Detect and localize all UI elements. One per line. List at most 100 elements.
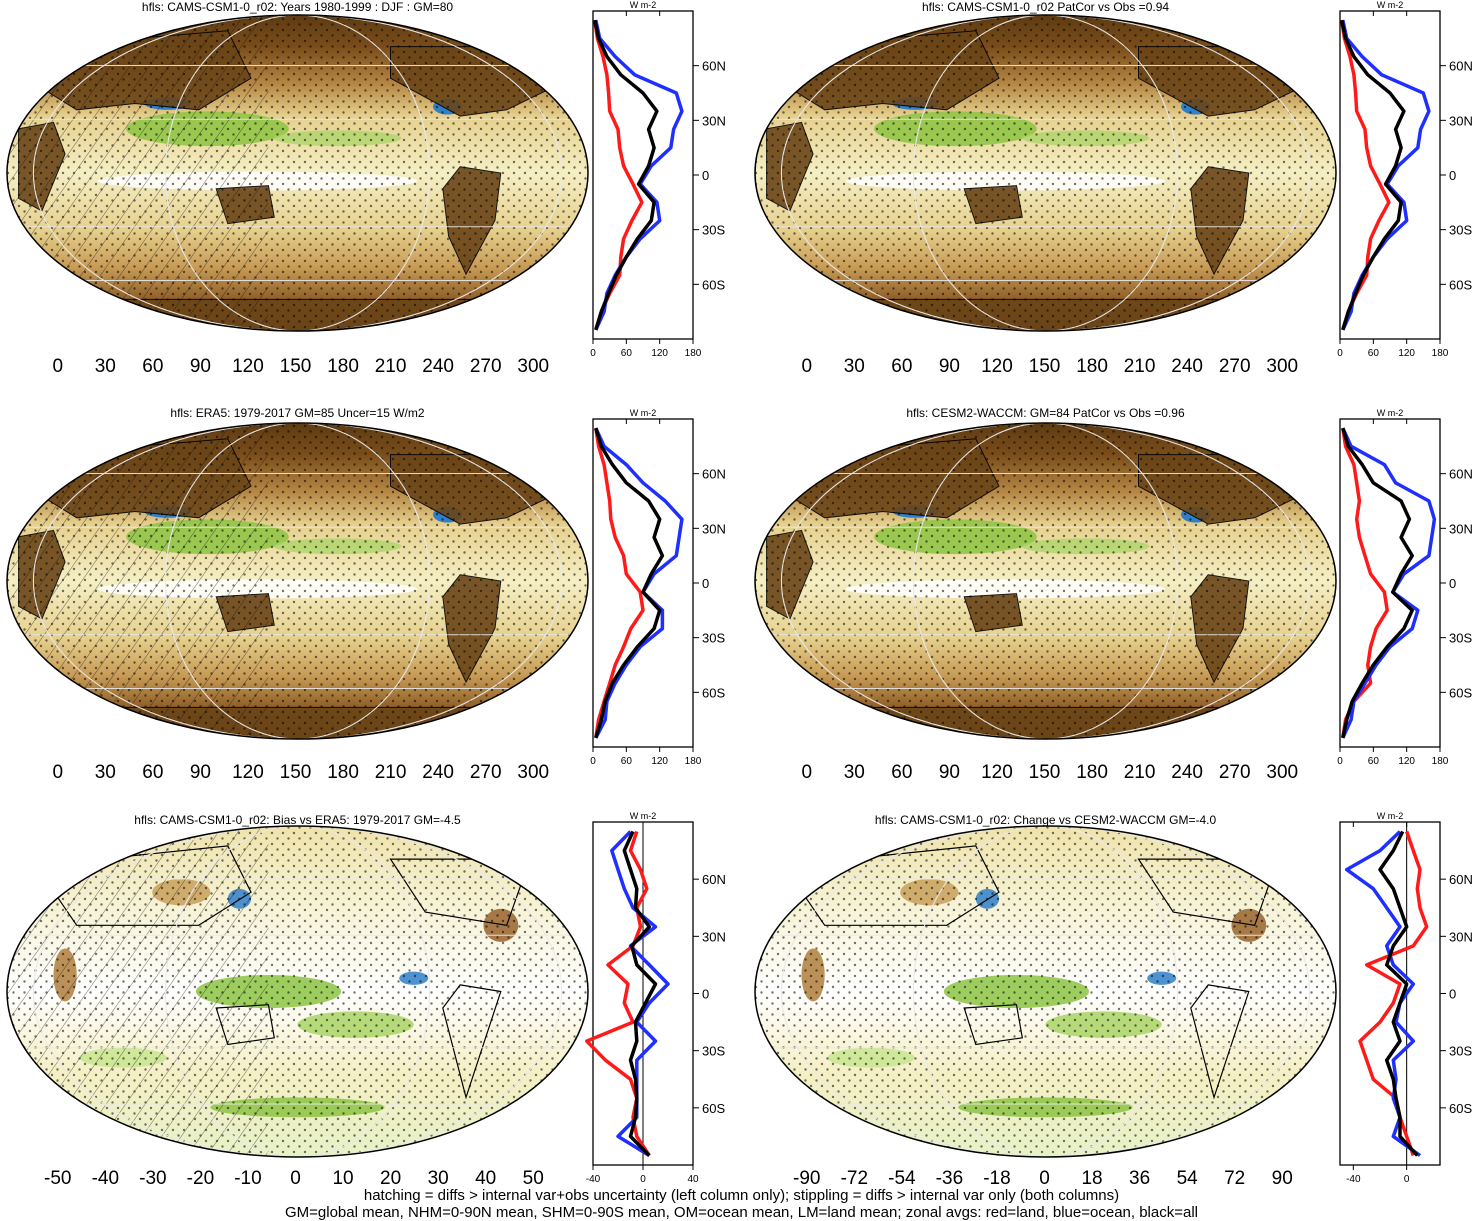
map-panel [755, 423, 1336, 739]
colorbar-tick-label: 240 [1171, 762, 1203, 783]
profile-lat-tick-label: 30S [702, 1044, 725, 1059]
graticule-meridian [780, 423, 1311, 739]
colorbar-tick-label: 120 [981, 356, 1013, 377]
profile-lat-tick-label: 30S [1449, 223, 1472, 238]
colorbar-tick-label: 270 [1219, 356, 1251, 377]
stippling [755, 826, 1336, 1157]
profile-x-tick-label: 120 [1398, 756, 1415, 767]
map-outline [754, 422, 1337, 740]
profile-line-all [592, 19, 659, 331]
colorbar-tick-label: 90 [1272, 1168, 1293, 1189]
colorbar-tick-label: -72 [841, 1168, 868, 1189]
graticule-meridian [912, 826, 1179, 1157]
colorbar-tick-label: 50 [523, 1168, 544, 1189]
map-panel [755, 15, 1336, 331]
profile-x-tick-label: 0 [1337, 756, 1343, 767]
graticule-meridian [780, 15, 1311, 331]
colorbar-tick-label: 270 [1219, 762, 1251, 783]
profile-units: W m-2 [630, 811, 657, 821]
profile-x-tick-label: 0 [640, 1174, 646, 1185]
profile-x-tick-label: 60 [1368, 756, 1380, 767]
graticule-meridian [912, 15, 1179, 331]
profile-x-tick-label: 120 [1398, 348, 1415, 359]
colorbar-tick-label: -50 [44, 1168, 71, 1189]
colorbar-tick-label: 60 [891, 762, 912, 783]
profile-lat-tick-label: 0 [702, 576, 709, 591]
profile-frame [1339, 821, 1441, 1166]
colorbar-tick-label: -90 [793, 1168, 820, 1189]
profile-x-tick-label: 0 [590, 756, 596, 767]
profile-lat-tick-label: 30S [702, 631, 725, 646]
profile-units: W m-2 [630, 0, 657, 10]
profile-lat-tick-label: 30S [1449, 631, 1472, 646]
colorbar-tick-label: 210 [375, 356, 407, 377]
colorbar-tick-label: 30 [95, 356, 116, 377]
profile-lat-tick-label: 60S [1449, 277, 1472, 292]
colorbar-tick-label: 72 [1224, 1168, 1245, 1189]
colorbar-tick-label: 20 [380, 1168, 401, 1189]
profile-x-tick-label: 60 [1368, 348, 1380, 359]
colorbar-tick-label: 60 [891, 356, 912, 377]
profile-lat-tick-label: 0 [702, 987, 709, 1002]
profile-lat-tick-label: 30N [702, 113, 726, 128]
colorbar-tick-label: -30 [139, 1168, 166, 1189]
profile-line-all [1339, 19, 1406, 331]
profile-lat-tick-label: 30S [702, 223, 725, 238]
colorbar-tick-label: 120 [232, 356, 264, 377]
colorbar-tick-label: 90 [939, 762, 960, 783]
profile-lat-tick-label: 60N [702, 872, 726, 887]
graticule-meridian [912, 423, 1179, 739]
panel-title: hfls: CAMS-CSM1-0_r02: Change vs CESM2-W… [875, 813, 1217, 827]
panel-title: hfls: CAMS-CSM1-0_r02: Bias vs ERA5: 197… [134, 813, 461, 827]
colorbar-tick-label: 300 [1266, 356, 1298, 377]
profile-lat-tick-label: 60S [702, 277, 725, 292]
profile-line-all [1341, 427, 1414, 739]
hatching [7, 423, 269, 739]
colorbar-tick-label: -36 [936, 1168, 963, 1189]
profile-units: W m-2 [1377, 811, 1404, 821]
colorbar-tick-label: 300 [517, 356, 549, 377]
colorbar-tick-label: -18 [983, 1168, 1010, 1189]
profile-lat-tick-label: 30N [702, 521, 726, 536]
profile-x-tick-label: 0 [1404, 1174, 1410, 1185]
profile-x-tick-label: 60 [621, 756, 633, 767]
profile-lat-tick-label: 0 [1449, 576, 1456, 591]
profile-line-all [622, 830, 658, 1157]
map-panel [7, 15, 588, 331]
profile-x-tick-label: 0 [1337, 348, 1343, 359]
graticule-meridian [32, 15, 563, 331]
footer-line-1: hatching = diffs > internal var+obs unce… [363, 1187, 1120, 1204]
colorbar-tick-label: 210 [375, 762, 407, 783]
colorbar-tick-label: 0 [52, 356, 63, 377]
colorbar-tick-label: 40 [475, 1168, 496, 1189]
map-panel [7, 826, 588, 1157]
profile-lat-tick-label: 60N [702, 59, 726, 74]
colorbar-tick-label: 30 [428, 1168, 449, 1189]
profile-units: W m-2 [1377, 0, 1404, 10]
colorbar-tick-label: 210 [1124, 356, 1156, 377]
colorbar-tick-label: 240 [1171, 356, 1203, 377]
profile-lat-tick-label: 30N [1449, 113, 1473, 128]
colorbar-tick-label: 300 [517, 762, 549, 783]
profile-line-land [594, 427, 645, 739]
map-panel [7, 423, 588, 739]
footer-line-2: GM=global mean, NHM=0-90N mean, SHM=0-90… [284, 1204, 1198, 1221]
map-outline [754, 14, 1337, 332]
profile-lat-tick-label: 60S [702, 1101, 725, 1116]
graticule-meridian [32, 423, 563, 739]
colorbar-tick-label: 150 [280, 762, 312, 783]
colorbar-tick-label: 240 [422, 356, 454, 377]
colorbar-tick-label: 0 [52, 762, 63, 783]
colorbar-tick-label: 30 [844, 762, 865, 783]
hatching [7, 15, 269, 331]
profile-lat-tick-label: 60N [1449, 467, 1473, 482]
profile-units: W m-2 [630, 408, 657, 418]
colorbar-tick-label: 10 [332, 1168, 353, 1189]
profile-x-tick-label: -40 [586, 1174, 601, 1185]
profile-x-tick-label: 120 [651, 756, 668, 767]
colorbar-tick-label: 0 [290, 1168, 301, 1189]
profile-x-tick-label: 0 [590, 348, 596, 359]
colorbar-tick-label: 60 [142, 356, 163, 377]
profile-lat-tick-label: 60N [1449, 59, 1473, 74]
